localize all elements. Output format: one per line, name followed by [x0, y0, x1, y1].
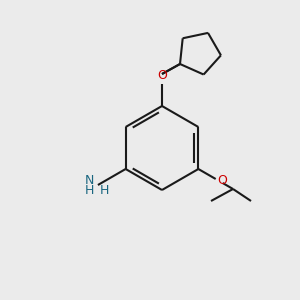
Text: O: O: [157, 69, 167, 82]
Text: H: H: [85, 184, 94, 196]
Text: H: H: [100, 184, 109, 196]
Text: N: N: [85, 173, 94, 187]
Text: O: O: [218, 175, 228, 188]
